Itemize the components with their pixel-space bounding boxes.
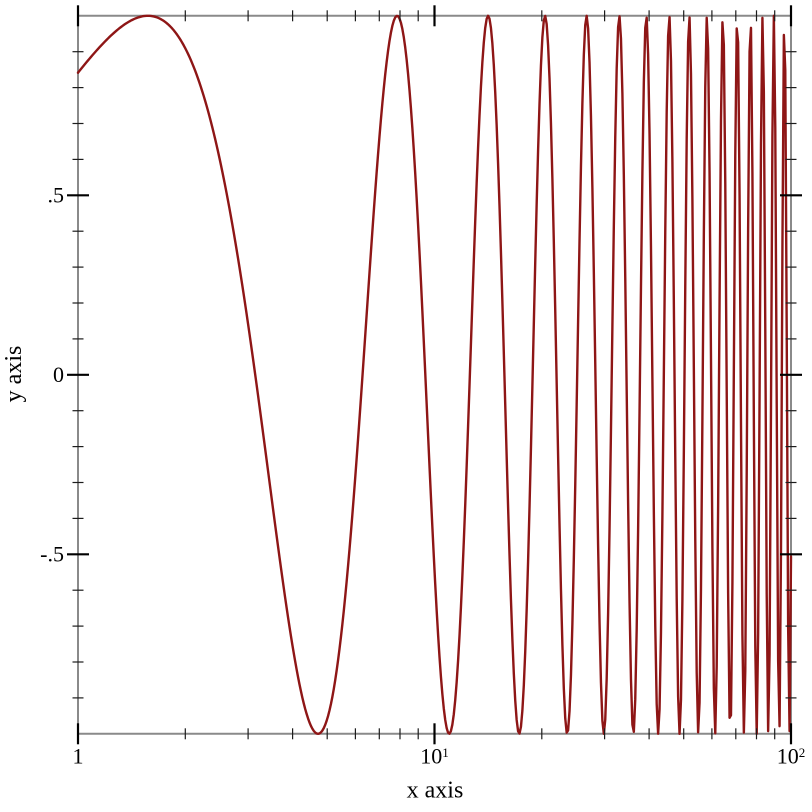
- svg-text:.5: .5: [48, 183, 65, 208]
- svg-text:-.5: -.5: [40, 542, 64, 567]
- svg-text:x axis: x axis: [407, 778, 464, 804]
- svg-text:y axis: y axis: [1, 346, 27, 403]
- svg-text:1: 1: [73, 744, 84, 769]
- svg-text:0: 0: [53, 362, 64, 387]
